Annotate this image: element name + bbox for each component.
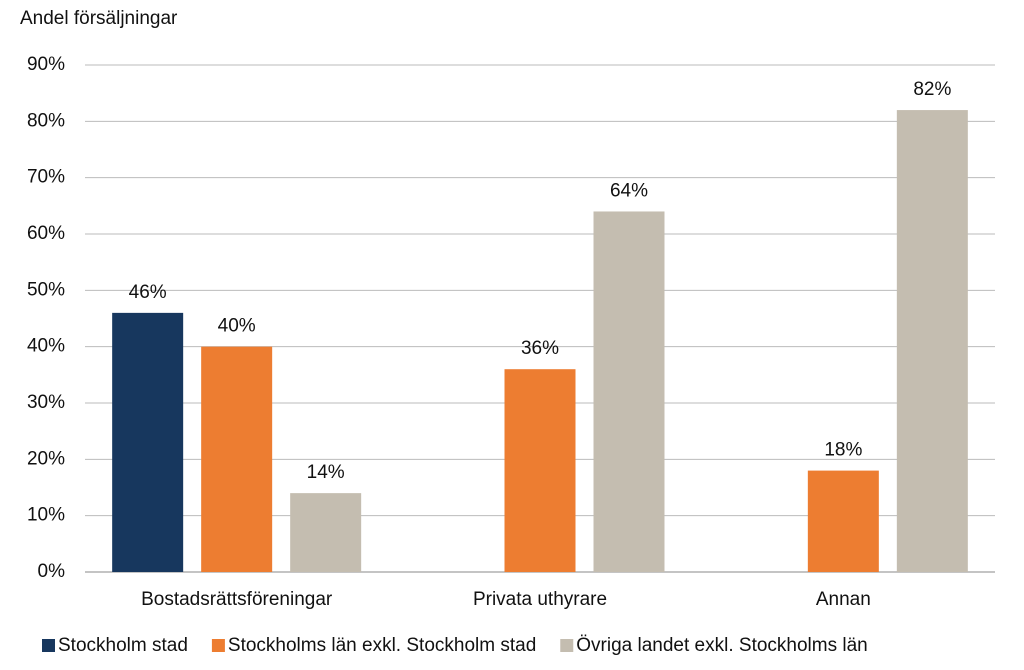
x-tick-label: Bostadsrättsföreningar	[141, 589, 333, 610]
y-tick-label: 40%	[27, 336, 65, 357]
x-tick-label: Privata uthyrare	[473, 589, 607, 610]
value-label: 14%	[307, 462, 345, 483]
bar	[201, 346, 273, 572]
value-label: 46%	[129, 282, 167, 303]
y-tick-label: 70%	[27, 167, 65, 188]
bar	[807, 470, 879, 572]
bar	[112, 312, 184, 572]
value-label: 18%	[824, 440, 862, 461]
value-label: 64%	[610, 180, 648, 201]
legend-swatch	[211, 639, 225, 652]
y-tick-label: 50%	[27, 279, 65, 300]
bar	[504, 369, 576, 572]
value-label: 82%	[913, 79, 951, 100]
y-tick-label: 0%	[38, 561, 66, 582]
legend-label: Övriga landet exkl. Stockholms län	[576, 635, 867, 656]
bar	[896, 110, 968, 573]
y-tick-label: 80%	[27, 110, 65, 131]
y-axis-label: Andel försäljningar	[20, 8, 178, 29]
y-tick-label: 60%	[27, 223, 65, 244]
legend-swatch	[42, 639, 55, 652]
y-tick-label: 30%	[27, 392, 65, 413]
y-tick-label: 10%	[27, 505, 65, 526]
y-tick-label: 20%	[27, 448, 65, 469]
bar	[290, 493, 362, 572]
legend-swatch	[560, 639, 574, 652]
value-label: 40%	[218, 316, 256, 337]
bar	[593, 211, 665, 572]
legend-label: Stockholm stad	[58, 635, 188, 656]
value-label: 36%	[521, 338, 559, 359]
x-tick-label: Annan	[816, 589, 871, 610]
y-tick-label: 90%	[27, 54, 65, 75]
legend-label: Stockholms län exkl. Stockholm stad	[228, 635, 536, 656]
